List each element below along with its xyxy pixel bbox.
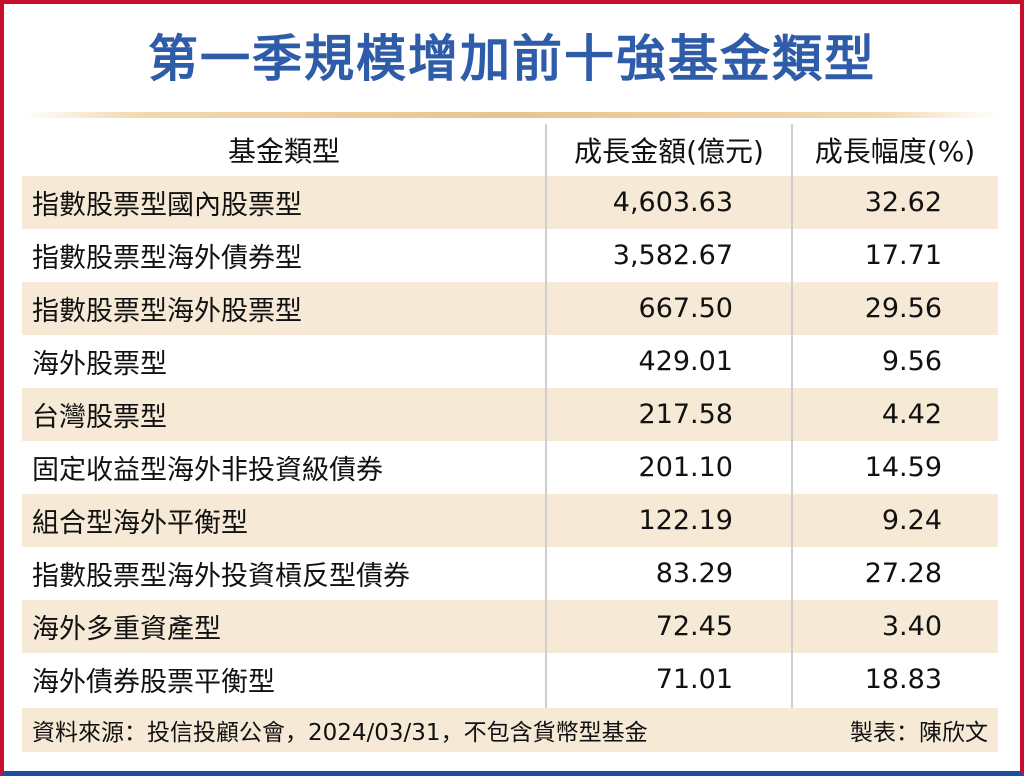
cell-fund-type: 組合型海外平衡型 [32, 508, 248, 539]
footer-bar: 資料來源：投信投顧公會，2024/03/31，不包含貨幣型基金 製表：陳欣文 [22, 708, 998, 752]
table-row: 指數股票型國內股票型 4,603.63 32.62 [22, 176, 998, 229]
title-divider [22, 112, 998, 118]
table-row: 固定收益型海外非投資級債券 201.10 14.59 [22, 441, 998, 494]
cell-growth-amount: 83.29 [655, 558, 733, 589]
table-row: 指數股票型海外投資槓反型債券 83.29 27.28 [22, 547, 998, 600]
cell-growth-amount: 4,603.63 [612, 187, 733, 218]
cell-growth-amount: 429.01 [638, 346, 733, 377]
cell-growth-rate: 3.40 [881, 611, 942, 642]
cell-growth-amount: 3,582.67 [612, 240, 733, 271]
cell-fund-type: 海外債券股票平衡型 [32, 667, 275, 698]
cell-growth-amount: 667.50 [638, 293, 733, 324]
cell-growth-rate: 29.56 [864, 293, 942, 324]
table-body: 指數股票型國內股票型 4,603.63 32.62 指數股票型海外債券型 3,582.6… [22, 176, 998, 706]
header-fund-type: 基金類型 [227, 135, 340, 168]
table-row: 台灣股票型 217.58 4.42 [22, 388, 998, 441]
cell-growth-rate: 4.42 [881, 399, 942, 430]
cell-growth-amount: 201.10 [638, 452, 733, 483]
cell-growth-rate: 9.56 [881, 346, 942, 377]
cell-fund-type: 指數股票型海外投資槓反型債券 [32, 561, 410, 592]
cell-fund-type: 固定收益型海外非投資級債券 [32, 455, 383, 486]
table-row: 海外債券股票平衡型 71.01 18.83 [22, 653, 998, 706]
source-note: 資料來源：投信投顧公會，2024/03/31，不包含貨幣型基金 [32, 720, 648, 746]
data-table: 基金類型 成長金額(億元) 成長幅度(%) 指數股票型國內股票型 4,603.63… [22, 124, 998, 706]
cell-fund-type: 海外多重資產型 [32, 614, 221, 645]
column-divider-1 [545, 124, 547, 708]
table-row: 海外多重資產型 72.45 3.40 [22, 600, 998, 653]
table-row: 指數股票型海外股票型 667.50 29.56 [22, 282, 998, 335]
cell-growth-rate: 17.71 [864, 240, 942, 271]
cell-fund-type: 台灣股票型 [32, 402, 167, 433]
chart-title: 第一季規模增加前十強基金類型 [148, 30, 876, 88]
cell-growth-rate: 14.59 [864, 452, 942, 483]
table-row: 指數股票型海外債券型 3,582.67 17.71 [22, 229, 998, 282]
cell-fund-type: 指數股票型海外債券型 [32, 243, 302, 274]
cell-growth-amount: 71.01 [655, 664, 733, 695]
maker-note: 製表：陳欣文 [850, 720, 988, 746]
cell-growth-amount: 122.19 [638, 505, 733, 536]
cell-growth-rate: 9.24 [881, 505, 942, 536]
header-growth-amount: 成長金額(億元) [574, 135, 764, 168]
cell-growth-amount: 217.58 [638, 399, 733, 430]
cell-growth-rate: 32.62 [864, 187, 942, 218]
cell-fund-type: 指數股票型國內股票型 [32, 190, 302, 221]
column-divider-2 [791, 124, 793, 708]
header-growth-rate: 成長幅度(%) [814, 135, 976, 168]
table-row: 組合型海外平衡型 122.19 9.24 [22, 494, 998, 547]
cell-growth-amount: 72.45 [655, 611, 733, 642]
table-row: 海外股票型 429.01 9.56 [22, 335, 998, 388]
cell-growth-rate: 18.83 [864, 664, 942, 695]
table-header-row: 基金類型 成長金額(億元) 成長幅度(%) [22, 124, 998, 176]
cell-fund-type: 指數股票型海外股票型 [32, 296, 302, 327]
cell-fund-type: 海外股票型 [32, 349, 167, 380]
cell-growth-rate: 27.28 [864, 558, 942, 589]
